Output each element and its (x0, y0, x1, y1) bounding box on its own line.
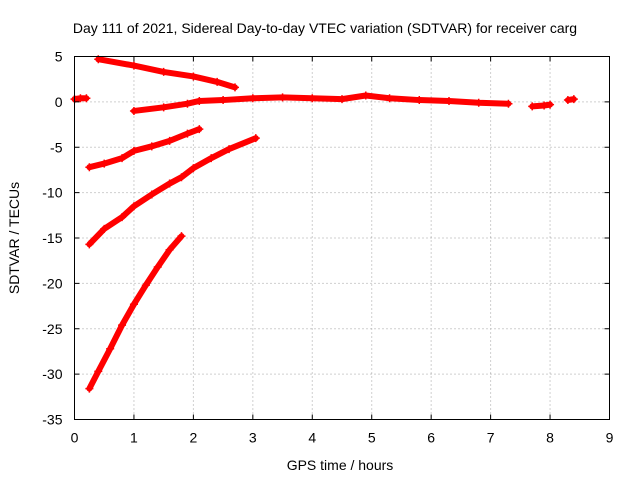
data-point (177, 173, 186, 182)
data-point (189, 164, 198, 173)
data-point (118, 154, 127, 163)
data-point (528, 102, 537, 111)
y-tick-label: 0 (55, 94, 63, 110)
tick-label-layer: 0 1 2 3 4 5 6 7 8 9 5 0 -5 -10 -15 -20 -25 -30 -35 (42, 49, 613, 446)
data-point (207, 154, 216, 163)
data-point (415, 96, 424, 105)
data-track-3 (528, 100, 555, 111)
data-track-2 (129, 91, 513, 115)
y-tick-label: -10 (42, 185, 62, 201)
y-tick-label: -25 (42, 321, 62, 337)
y-tick-label: -35 (42, 412, 62, 428)
data-track-4 (563, 95, 578, 105)
data-track-line (86, 126, 203, 171)
x-tick-label: 0 (71, 430, 79, 446)
data-point (141, 281, 150, 290)
data-point (219, 96, 228, 105)
data-track-7 (85, 232, 186, 393)
data-point (147, 142, 156, 151)
x-axis-label: GPS time / hours (287, 457, 394, 473)
data-track-1 (94, 55, 239, 92)
data-point (82, 94, 91, 103)
data-point (100, 159, 109, 168)
data-track-line (95, 56, 238, 91)
data-point (100, 224, 109, 233)
data-point (85, 384, 94, 393)
data-point (308, 94, 317, 103)
data-point (195, 125, 204, 134)
data-track-5 (85, 125, 204, 172)
data-point (445, 96, 453, 105)
x-tick-label: 2 (189, 430, 197, 446)
data-point (385, 94, 394, 103)
chart-title: Day 111 of 2021, Sidereal Day-to-day VTE… (73, 20, 577, 36)
series-layer (70, 55, 578, 393)
data-point (189, 72, 198, 81)
data-point (129, 146, 138, 155)
data-point (225, 145, 234, 154)
y-tick-label: -5 (50, 139, 63, 155)
y-tick-label: -20 (42, 275, 62, 291)
data-point (129, 300, 138, 309)
x-tick-label: 4 (308, 430, 316, 446)
data-point (94, 367, 103, 376)
data-point (183, 99, 192, 108)
data-point (85, 240, 94, 249)
data-point (177, 232, 186, 241)
data-point (248, 94, 257, 103)
y-axis-label: SDTVAR / TECUs (6, 182, 22, 294)
data-track-line (86, 233, 185, 392)
data-point (563, 96, 572, 105)
data-point (147, 190, 156, 199)
x-tick-label: 5 (368, 430, 376, 446)
data-point (159, 67, 168, 76)
data-point (195, 96, 204, 105)
data-point (474, 98, 483, 107)
data-point (129, 61, 138, 70)
data-point (118, 321, 127, 330)
data-point (213, 77, 222, 86)
y-tick-label: 5 (55, 49, 63, 65)
data-point (504, 99, 513, 108)
data-track-line (86, 135, 259, 248)
x-tick-label: 1 (130, 430, 138, 446)
data-point (165, 136, 174, 145)
x-tick-label: 9 (606, 430, 614, 446)
data-point (118, 213, 127, 222)
data-point (540, 101, 549, 110)
x-tick-label: 8 (546, 430, 554, 446)
data-point (338, 95, 346, 104)
data-point (165, 245, 174, 254)
data-point (278, 93, 287, 102)
x-tick-label: 7 (487, 430, 495, 446)
data-point (183, 129, 192, 138)
data-point (361, 91, 370, 100)
data-point (159, 103, 168, 112)
data-point (85, 163, 94, 172)
data-track-6 (85, 134, 260, 249)
data-point (106, 344, 115, 353)
tick-layer (74, 56, 610, 420)
data-point (569, 95, 578, 104)
data-point (153, 263, 162, 272)
data-point (129, 106, 138, 115)
x-tick-label: 3 (249, 430, 257, 446)
data-point (165, 179, 174, 188)
x-tick-label: 6 (427, 430, 435, 446)
data-point (546, 100, 555, 109)
data-point (129, 202, 138, 211)
grid-layer (74, 56, 610, 420)
y-tick-label: -15 (42, 230, 62, 246)
data-point (251, 134, 260, 143)
y-tick-label: -30 (42, 366, 62, 382)
data-point (231, 83, 239, 92)
